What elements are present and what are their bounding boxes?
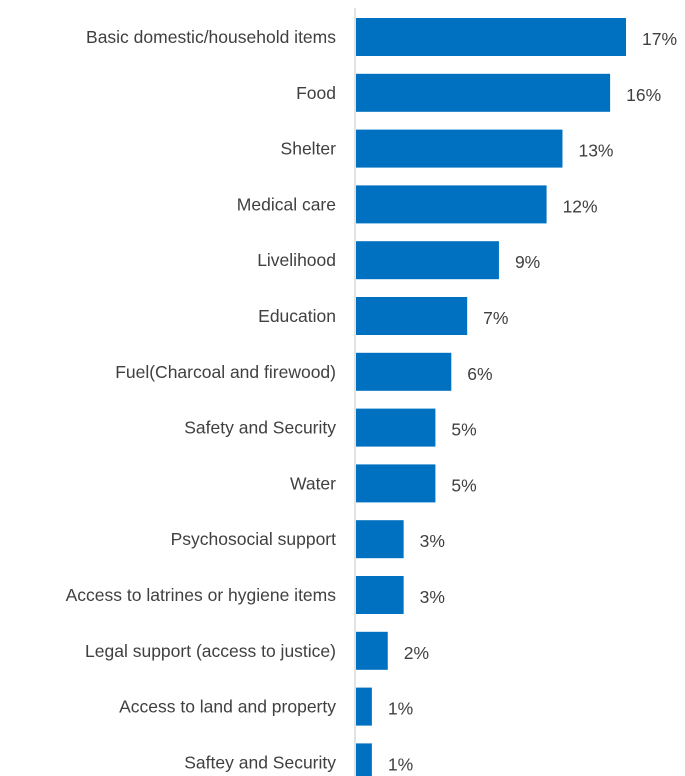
bar bbox=[356, 185, 547, 224]
bar bbox=[356, 241, 499, 280]
bar bbox=[356, 743, 372, 776]
bar bbox=[356, 129, 563, 168]
data-label: 9% bbox=[515, 252, 540, 272]
data-label: 7% bbox=[483, 308, 508, 328]
data-label: 12% bbox=[563, 196, 598, 216]
data-label: 3% bbox=[420, 587, 445, 607]
category-label: Water bbox=[290, 473, 336, 493]
bar bbox=[356, 352, 452, 391]
bar bbox=[356, 464, 436, 503]
bar bbox=[356, 297, 468, 335]
category-label: Medical care bbox=[237, 194, 336, 214]
category-label: Access to latrines or hygiene items bbox=[66, 585, 337, 605]
category-label: Livelihood bbox=[257, 250, 336, 270]
category-label: Psychosocial support bbox=[171, 529, 336, 549]
bar bbox=[356, 520, 404, 559]
category-label: Safety and Security bbox=[184, 418, 336, 438]
category-label: Fuel(Charcoal and firewood) bbox=[115, 362, 336, 382]
category-label: Saftey and Security bbox=[184, 752, 336, 772]
category-label: Access to land and property bbox=[119, 697, 336, 717]
bar bbox=[356, 73, 611, 112]
data-label: 6% bbox=[467, 364, 492, 384]
category-label: Shelter bbox=[281, 139, 337, 159]
bar bbox=[356, 687, 372, 726]
bar bbox=[356, 631, 388, 670]
data-label: 5% bbox=[451, 475, 476, 495]
category-label: Food bbox=[296, 83, 336, 103]
category-label: Basic domestic/household items bbox=[86, 27, 336, 47]
category-label: Education bbox=[258, 306, 336, 326]
bar bbox=[356, 576, 404, 614]
data-label: 3% bbox=[420, 531, 445, 551]
category-label: Legal support (access to justice) bbox=[85, 641, 336, 661]
data-label: 2% bbox=[404, 643, 429, 663]
data-label: 16% bbox=[626, 85, 661, 105]
bar bbox=[356, 408, 436, 447]
data-label: 1% bbox=[388, 699, 413, 719]
data-label: 5% bbox=[451, 420, 476, 440]
bar bbox=[356, 18, 626, 56]
data-label: 1% bbox=[388, 754, 413, 774]
data-label: 17% bbox=[642, 29, 677, 49]
data-label: 13% bbox=[578, 141, 613, 161]
